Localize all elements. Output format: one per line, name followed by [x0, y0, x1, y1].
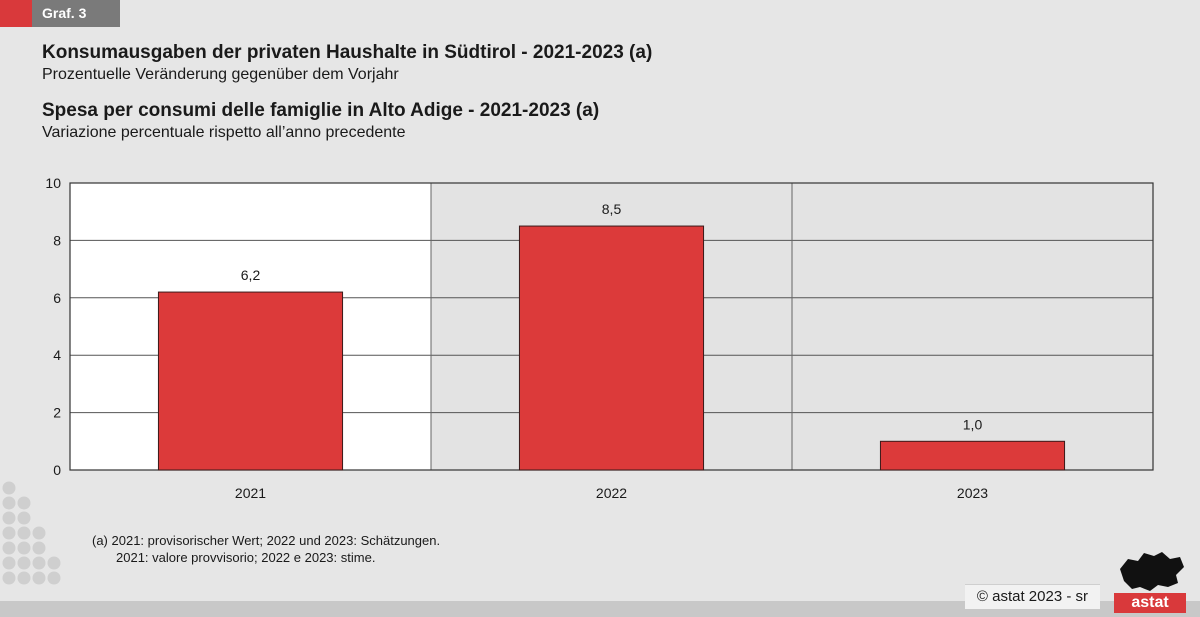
data-label-2021: 6,2 — [241, 267, 261, 283]
decorative-dots — [2, 481, 61, 585]
dot — [32, 541, 46, 555]
south-tyrol-map-icon — [1120, 552, 1184, 591]
bar-2021 — [157, 291, 344, 471]
bar-2022 — [518, 225, 705, 471]
bottom-bar — [0, 601, 1200, 617]
dot — [2, 526, 16, 540]
y-tick-label: 10 — [45, 175, 61, 191]
dot — [17, 571, 31, 585]
dot — [17, 541, 31, 555]
y-tick-label: 8 — [53, 232, 61, 248]
subtitle-italian: Variazione percentuale rispetto all’anno… — [42, 124, 406, 141]
x-tick-label-2023: 2023 — [957, 485, 988, 501]
dot — [17, 511, 31, 525]
data-label-2023: 1,0 — [963, 416, 983, 432]
dot — [17, 526, 31, 540]
dot — [32, 526, 46, 540]
dot — [2, 571, 16, 585]
bar-2023 — [879, 440, 1066, 471]
y-tick-label: 6 — [53, 290, 61, 306]
dot — [2, 511, 16, 525]
y-tick-label: 2 — [53, 405, 61, 421]
logo-text: astat — [1114, 593, 1186, 613]
x-tick-label-2021: 2021 — [235, 485, 266, 501]
x-tick-label-2022: 2022 — [596, 485, 627, 501]
dot — [32, 571, 46, 585]
dot — [47, 556, 61, 570]
dot — [2, 541, 16, 555]
bar-chart: 6,2 8,5 1,0 0 2 4 6 8 10 2021 2022 2023 — [45, 175, 1154, 501]
dot — [32, 556, 46, 570]
graph-tag-accent — [0, 0, 32, 27]
y-tick-label: 0 — [53, 462, 61, 478]
dot — [17, 496, 31, 510]
copyright-label: © astat 2023 - sr — [964, 584, 1100, 609]
graph-tag-label: Graf. 3 — [32, 0, 120, 27]
title-italian: Spesa per consumi delle famiglie in Alto… — [42, 100, 600, 121]
graph-tag: Graf. 3 — [0, 0, 120, 27]
dot — [17, 556, 31, 570]
footnote-german: (a) 2021: provisorischer Wert; 2022 und … — [92, 533, 441, 548]
footnote-italian: 2021: valore provvisorio; 2022 e 2023: s… — [116, 550, 376, 565]
dot — [2, 481, 16, 495]
data-label-2022: 8,5 — [602, 201, 622, 217]
plot-background-2023 — [792, 183, 1153, 470]
dot — [47, 571, 61, 585]
dot — [2, 496, 16, 510]
y-tick-label: 4 — [53, 347, 61, 363]
title-german: Konsumausgaben der privaten Haushalte in… — [42, 42, 653, 63]
dot — [2, 556, 16, 570]
astat-logo: astat — [1114, 547, 1186, 613]
subtitle-german: Prozentuelle Veränderung gegenüber dem V… — [42, 66, 399, 83]
